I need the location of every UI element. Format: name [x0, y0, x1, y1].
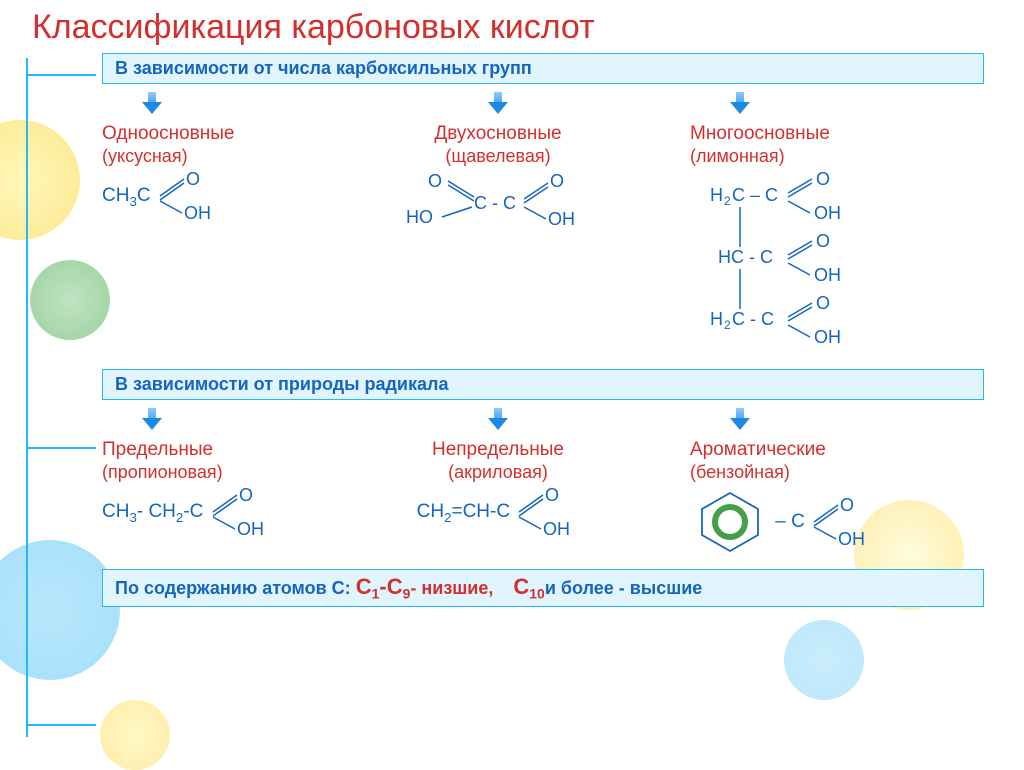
s3-r2s: и более - высшие	[545, 578, 702, 598]
cat6-name: Ароматические	[690, 439, 954, 462]
cat6-example: (бензойная)	[690, 462, 954, 483]
section3-box: По содержанию атомов С: C1-C9- низшие, C…	[102, 569, 984, 607]
col-monobasic: Одноосновные (уксусная) CH3C O OH	[102, 90, 366, 363]
cat1-name: Одноосновные	[102, 123, 366, 146]
col-dibasic: Двухосновные (щавелевая) O HO C - C O OH	[366, 90, 630, 363]
s3-r1s: - низшие,	[410, 578, 493, 598]
s3-r2a: C	[513, 574, 529, 599]
svg-text:OH: OH	[548, 209, 575, 229]
benzene-ring-icon	[690, 487, 770, 557]
arrow-down-icon	[488, 408, 508, 430]
section1-row: Одноосновные (уксусная) CH3C O OH Двухос…	[102, 90, 954, 363]
cooh-icon: O OH	[209, 487, 273, 537]
svg-text:C - C: C - C	[474, 193, 516, 213]
formula-acetic: CH3C O OH	[102, 171, 366, 221]
cat3-name: Многоосновные	[690, 123, 954, 146]
svg-text:OH: OH	[184, 203, 211, 221]
section2-heading: В зависимости от природы радикала	[102, 369, 984, 400]
s3-r1c: -C	[379, 574, 402, 599]
s3-prefix: По содержанию атомов С:	[115, 578, 356, 598]
f-prefix: CH	[102, 185, 129, 206]
svg-text:O: O	[816, 231, 830, 251]
formula-citric: H2C – C O OH HC - C O OH H2C -	[690, 171, 954, 364]
col-aromatic: Ароматические (бензойная) – C O OH	[630, 406, 954, 557]
svg-text:HC - C: HC - C	[718, 247, 773, 267]
col-unsaturated: Непредельные (акриловая) CH2=CH-C O OH	[366, 406, 630, 557]
arrow-down-icon	[730, 408, 750, 430]
f-sub: 3	[129, 194, 136, 209]
svg-text:C – C: C – C	[732, 185, 778, 205]
cat3-example: (лимонная)	[690, 146, 954, 167]
svg-text:H: H	[710, 309, 723, 329]
svg-text:H: H	[710, 185, 723, 205]
page-title: Классификация карбоновых кислот	[32, 8, 1004, 47]
cat1-example: (уксусная)	[102, 146, 366, 167]
s3-r1a: C	[356, 574, 372, 599]
svg-text:OH: OH	[814, 203, 841, 223]
svg-text:OH: OH	[237, 519, 264, 537]
arrow-down-icon	[488, 92, 508, 114]
svg-text:O: O	[428, 171, 442, 191]
section1-heading: В зависимости от числа карбоксильных гру…	[102, 53, 984, 84]
cooh-icon: O OH	[515, 487, 579, 537]
formula-benzoic: – C O OH	[690, 487, 954, 557]
formula-acrylic: CH2=CH-C O OH	[366, 487, 630, 537]
cooh-icon: O OH	[810, 497, 874, 547]
svg-text:O: O	[545, 487, 559, 505]
arrow-down-icon	[730, 92, 750, 114]
svg-text:OH: OH	[838, 529, 865, 547]
formula-oxalic: O HO C - C O OH	[398, 171, 598, 239]
svg-text:C - C: C - C	[732, 309, 774, 329]
cat4-example: (пропионовая)	[102, 462, 366, 483]
cat5-name: Непредельные	[366, 439, 630, 462]
cat5-example: (акриловая)	[366, 462, 630, 483]
s3-r2b: 10	[529, 586, 545, 602]
svg-text:2: 2	[724, 318, 731, 332]
svg-text:O: O	[550, 171, 564, 191]
section2-row: Предельные (пропионовая) CH3- CH2-C O OH…	[102, 406, 954, 557]
arrow-down-icon	[142, 92, 162, 114]
col-polybasic: Многоосновные (лимонная) H2C – C O OH HC…	[630, 90, 954, 363]
citric-structure: H2C – C O OH HC - C O OH H2C -	[690, 171, 910, 356]
cat2-name: Двухосновные	[366, 123, 630, 146]
col-saturated: Предельные (пропионовая) CH3- CH2-C O OH	[102, 406, 366, 557]
oxalic-structure: O HO C - C O OH	[398, 171, 598, 231]
svg-text:OH: OH	[543, 519, 570, 537]
svg-text:2: 2	[724, 194, 731, 208]
cooh-icon: O OH	[156, 171, 220, 221]
svg-text:OH: OH	[814, 327, 841, 347]
h-connector-3	[26, 724, 96, 726]
svg-text:HO: HO	[406, 207, 433, 227]
svg-text:O: O	[816, 293, 830, 313]
cat4-name: Предельные	[102, 439, 366, 462]
svg-text:O: O	[239, 487, 253, 505]
arrow-down-icon	[142, 408, 162, 430]
formula-propionic: CH3- CH2-C O OH	[102, 487, 366, 537]
svg-text:O: O	[186, 171, 200, 189]
svg-text:OH: OH	[814, 265, 841, 285]
svg-text:O: O	[840, 497, 854, 515]
f-c: C	[137, 185, 151, 206]
cat2-example: (щавелевая)	[366, 146, 630, 167]
svg-text:O: O	[816, 171, 830, 189]
